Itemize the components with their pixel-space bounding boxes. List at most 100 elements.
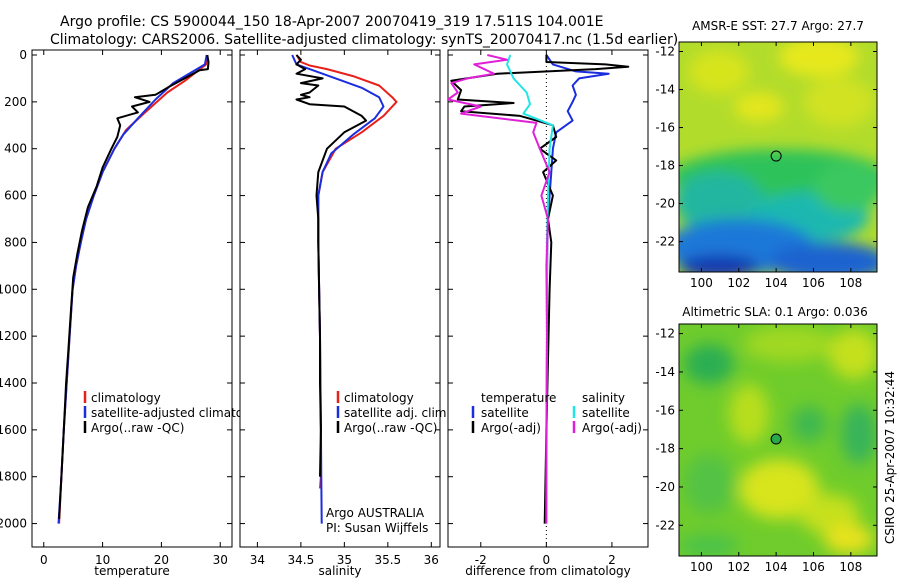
y-tick-label: -16: [655, 121, 675, 135]
legend-heading-temperature: temperature: [481, 391, 556, 405]
x-tick-label: 0: [543, 553, 551, 567]
legend-heading-salinity: salinity: [582, 391, 625, 405]
x-tick-label: 36: [424, 553, 439, 567]
panel-temperature: 0 200 400 600 800 1000 1200 1400 1600 1800 2000 0 1…: [0, 48, 261, 578]
y-tick-label: -22: [655, 235, 675, 249]
figure-title-line1: Argo profile: CS 5900044_150 18-Apr-2007…: [60, 14, 604, 30]
panel-sst-map: AMSR-E SST: 27.7 Argo: 27.7 -12-14-16-: [655, 19, 878, 290]
legend-label-sat-adj: satellite adj. clim.: [344, 406, 450, 420]
y-tick-label: -16: [655, 403, 675, 417]
salinity-axes-box: [239, 49, 441, 548]
sst-map-image: [679, 42, 877, 272]
y-tick-label: 1000: [0, 282, 27, 296]
y-tick-label: 800: [4, 235, 27, 249]
salinity-x-ticks: 34 34.5 35 35.5 36: [250, 50, 439, 567]
x-tick-label: 35: [337, 553, 352, 567]
y-tick-label: -18: [655, 442, 675, 456]
y-tick-label: -12: [655, 327, 675, 341]
annotation-argo-australia: Argo AUSTRALIA: [326, 506, 425, 520]
salinity-annotation: Argo AUSTRALIA PI: Susan Wijffels: [326, 506, 428, 535]
y-tick-label: 600: [4, 189, 27, 203]
sst-x-ticks: 100 102 104 106 108: [690, 42, 862, 290]
x-tick-label: 102: [727, 276, 750, 290]
argo-float-marker: [770, 433, 782, 445]
panel-salinity: 34 34.5 35 35.5 36 salinity climatology sate…: [239, 49, 450, 578]
x-tick-label: 106: [802, 560, 825, 574]
figure-title-line2: Climatology: CARS2006. Satellite-adjuste…: [50, 32, 678, 48]
panel-difference: -2 0 2 difference from climatology tempera…: [447, 49, 649, 578]
y-tick-label: -18: [655, 159, 675, 173]
argo-float-marker: [770, 150, 782, 162]
difference-legend: temperature satellite Argo(-adj) salinit…: [471, 391, 642, 435]
legend-label-argo: Argo(..raw -QC): [344, 421, 437, 435]
y-tick-label: 0: [19, 48, 27, 62]
x-tick-label: 2: [608, 553, 616, 567]
y-tick-label: -20: [655, 197, 675, 211]
x-tick-label: 10: [95, 553, 110, 567]
series-line-temperature-argo-adj: [450, 55, 630, 524]
series-line-salinity-argo-adj: [447, 54, 551, 524]
x-tick-label: 30: [213, 553, 228, 567]
y-tick-label: 200: [4, 95, 27, 109]
x-tick-label: 20: [154, 553, 169, 567]
y-tick-label: 400: [4, 142, 27, 156]
y-tick-label: 1800: [0, 470, 27, 484]
legend-label-temp-satellite: satellite: [481, 406, 529, 420]
y-tick-label: -14: [655, 365, 675, 379]
difference-y-ticks: [448, 54, 648, 525]
x-tick-label: 108: [839, 560, 862, 574]
difference-xlabel: difference from climatology: [465, 564, 631, 578]
x-tick-label: 34.5: [288, 553, 315, 567]
salinity-xlabel: salinity: [318, 564, 361, 578]
temperature-axes-box: [31, 49, 233, 548]
salinity-legend: climatology satellite adj. clim. Argo(..…: [336, 391, 450, 435]
x-tick-label: 100: [690, 276, 713, 290]
legend-label-temp-argo: Argo(-adj): [481, 421, 541, 435]
x-tick-label: 0: [40, 553, 48, 567]
x-tick-label: 108: [839, 276, 862, 290]
x-tick-label: 102: [727, 560, 750, 574]
y-tick-label: -14: [655, 83, 675, 97]
series-line-argo-raw-qc: [295, 54, 368, 477]
annotation-pi-name: PI: Susan Wijffels: [326, 521, 428, 535]
legend-label-sal-argo: Argo(-adj): [582, 421, 642, 435]
salinity-y-ticks: [240, 54, 440, 525]
series-line-argo-raw-qc: [58, 54, 210, 519]
temperature-x-ticks: 0 10 20 30: [40, 50, 228, 567]
x-tick-label: 100: [690, 560, 713, 574]
difference-series: [447, 54, 630, 524]
y-tick-label: 1600: [0, 423, 27, 437]
temperature-y-ticks: 0 200 400 600 800 1000 1200 1400 1600 1800 2000: [0, 48, 232, 531]
figure-timestamp-label: CSIRO 25-Apr-2007 10:32:44: [883, 371, 897, 544]
x-tick-label: 106: [802, 276, 825, 290]
temperature-series: [57, 54, 210, 524]
y-tick-label: -20: [655, 480, 675, 494]
x-tick-label: -2: [475, 553, 487, 567]
sst-map-frame: [678, 41, 878, 273]
salinity-series: [291, 54, 398, 524]
legend-label-sat-adj: satellite-adjusted climatolog: [91, 406, 261, 420]
sla-map-frame: [678, 323, 878, 557]
sst-y-ticks: -12 -14 -16 -18 -20 -22: [655, 45, 877, 249]
sla-y-ticks: -12 -14 -16 -18 -20 -22: [655, 327, 877, 532]
y-tick-label: 1400: [0, 376, 27, 390]
x-tick-label: 104: [765, 560, 788, 574]
legend-label-climatology: climatology: [344, 391, 414, 405]
sla-x-ticks: 100 102 104 106 108: [690, 324, 862, 574]
legend-label-climatology: climatology: [91, 391, 161, 405]
difference-x-ticks: -2 0 2: [475, 50, 616, 567]
y-tick-label: 1200: [0, 329, 27, 343]
legend-label-sal-satellite: satellite: [582, 406, 630, 420]
x-tick-label: 104: [765, 276, 788, 290]
sla-map-title: Altimetric SLA: 0.1 Argo: 0.036: [682, 305, 867, 319]
y-tick-label: -12: [655, 45, 675, 59]
sst-map-title: AMSR-E SST: 27.7 Argo: 27.7: [692, 19, 864, 33]
y-tick-label: 2000: [0, 517, 27, 531]
y-tick-label: -22: [655, 518, 675, 532]
temperature-xlabel: temperature: [94, 564, 169, 578]
x-tick-label: 34: [250, 553, 265, 567]
x-tick-label: 35.5: [374, 553, 401, 567]
legend-label-argo: Argo(..raw -QC): [91, 421, 184, 435]
temperature-legend: climatology satellite-adjusted climatolo…: [83, 391, 261, 435]
